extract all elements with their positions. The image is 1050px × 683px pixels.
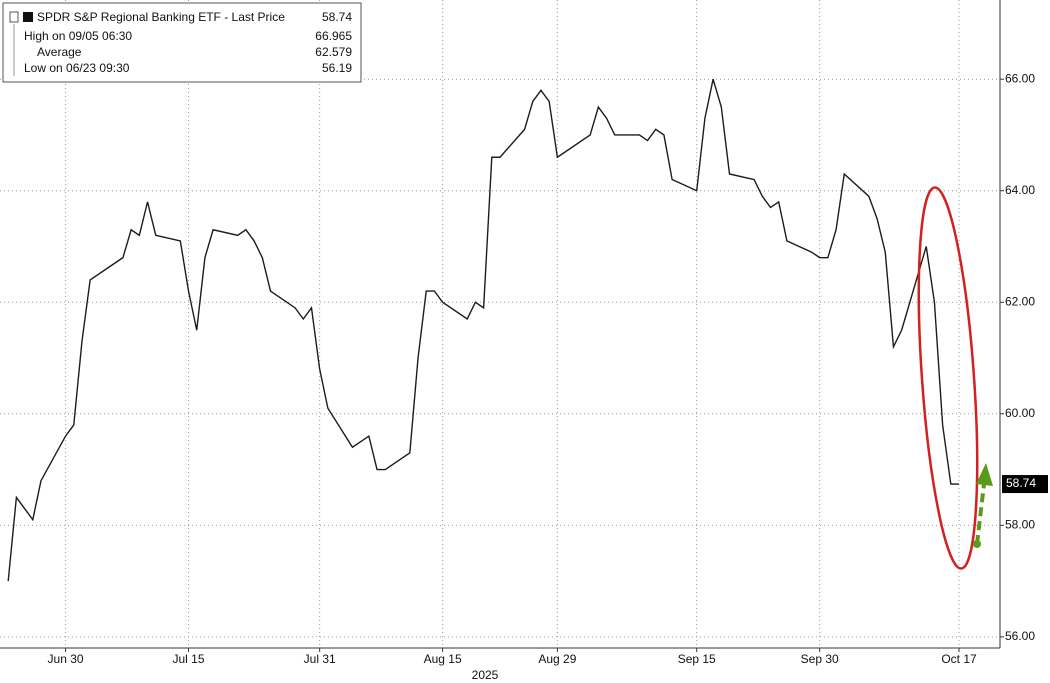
y-tick-label: 64.00	[1005, 183, 1035, 197]
x-tick-label: Aug 15	[424, 652, 462, 666]
x-tick-label: Sep 30	[801, 652, 839, 666]
legend: SPDR S&P Regional Banking ETF - Last Pri…	[2, 2, 362, 83]
y-tick-label: 62.00	[1005, 294, 1035, 308]
arrow-head	[976, 463, 993, 486]
y-tick-label: 58.00	[1005, 517, 1035, 531]
legend-high: 66.965	[315, 29, 352, 43]
legend-low-label: Low on 06/23 09:30	[24, 61, 130, 75]
x-tick-label: Jun 30	[48, 652, 84, 666]
x-tick-label: Jul 15	[173, 652, 205, 666]
highlight-ellipse	[917, 186, 979, 570]
y-tick-label: 56.00	[1005, 629, 1035, 643]
legend-low: 56.19	[322, 61, 352, 75]
legend-title: SPDR S&P Regional Banking ETF - Last Pri…	[37, 10, 285, 24]
legend-average-label: Average	[37, 45, 82, 59]
legend-box	[2, 2, 362, 83]
arrow-shaft	[975, 483, 986, 545]
legend-average: 62.579	[315, 45, 352, 59]
x-axis-label: 2025	[472, 668, 499, 682]
x-tick-label: Jul 31	[304, 652, 336, 666]
grid-layer	[0, 0, 1000, 648]
last-price-tag	[1002, 475, 1048, 494]
x-tick-label: Aug 29	[538, 652, 576, 666]
legend-high-label: High on 09/05 06:30	[24, 29, 132, 43]
plot-layer	[7, 78, 960, 582]
x-tick-label: Oct 17	[941, 652, 977, 666]
price-line	[7, 78, 960, 582]
y-tick-label: 60.00	[1005, 406, 1035, 420]
legend-toggle	[9, 11, 19, 23]
x-tick-label: Sep 15	[678, 652, 716, 666]
legend-last-price: 58.74	[322, 10, 352, 24]
y-tick-label: 66.00	[1005, 71, 1035, 85]
legend-swatch	[23, 12, 33, 22]
last-price-label: 58.74	[1006, 476, 1036, 490]
arrow-start	[973, 540, 981, 548]
